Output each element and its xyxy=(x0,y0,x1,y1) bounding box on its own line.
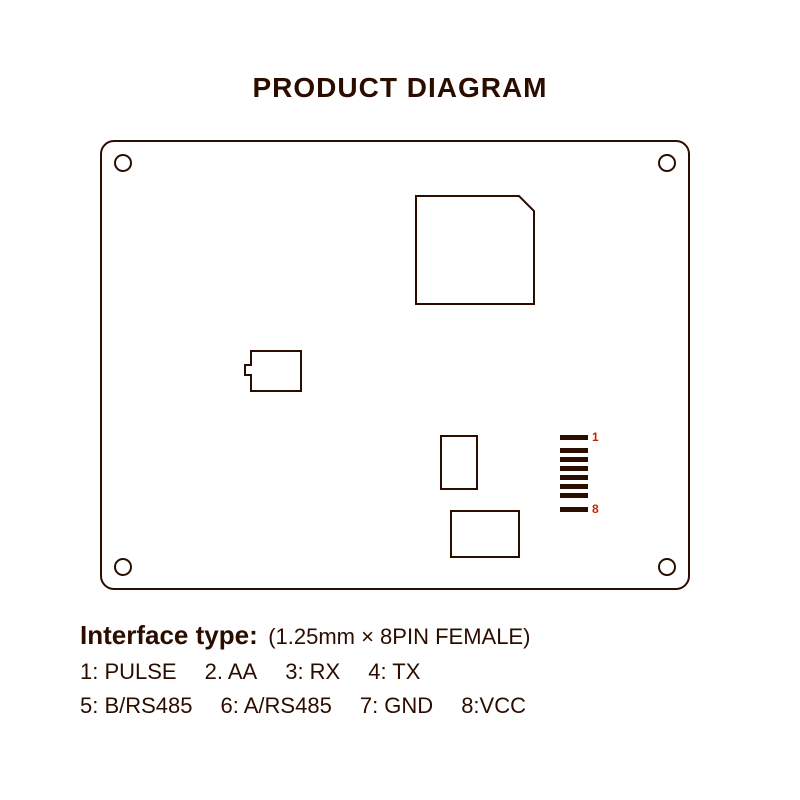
connector-pin-bar xyxy=(560,507,588,512)
interface-pin-item: 1: PULSE xyxy=(80,659,177,685)
mount-hole-top-right xyxy=(658,154,676,172)
connector-pin xyxy=(560,493,599,498)
interface-heading-detail: (1.25mm × 8PIN FEMALE) xyxy=(268,624,530,649)
connector-pin-bar xyxy=(560,466,588,471)
interface-pin-item: 5: B/RS485 xyxy=(80,693,193,719)
connector-pin xyxy=(560,448,599,453)
connector-pin8-label: 8 xyxy=(592,502,599,516)
interface-heading: Interface type: (1.25mm × 8PIN FEMALE) xyxy=(80,620,554,651)
interface-info: Interface type: (1.25mm × 8PIN FEMALE) 1… xyxy=(80,620,554,719)
mount-hole-bottom-right xyxy=(658,558,676,576)
diagram-title: PRODUCT DIAGRAM xyxy=(0,72,800,104)
connector-pin xyxy=(560,484,599,489)
interface-pin-item: 7: GND xyxy=(360,693,433,719)
component-lower xyxy=(450,510,520,558)
interface-pins-row2: 5: B/RS485 6: A/RS485 7: GND 8:VCC xyxy=(80,693,554,719)
mount-hole-top-left xyxy=(114,154,132,172)
connector-pin-bar xyxy=(560,493,588,498)
connector-pin-bar xyxy=(560,448,588,453)
pcb-outline xyxy=(100,140,690,590)
interface-pin-item: 4: TX xyxy=(368,659,420,685)
interface-heading-bold: Interface type: xyxy=(80,620,258,650)
small-component-notch xyxy=(244,364,252,376)
connector-pin-bar xyxy=(560,484,588,489)
connector-pin xyxy=(560,457,599,462)
main-chip xyxy=(415,195,535,305)
interface-pins-row1: 1: PULSE 2. AA 3: RX 4: TX xyxy=(80,659,554,685)
connector-pin xyxy=(560,475,599,480)
connector-pin1-label: 1 xyxy=(592,430,599,444)
mount-hole-bottom-left xyxy=(114,558,132,576)
connector-pin: 8 xyxy=(560,502,599,516)
interface-pin-item: 6: A/RS485 xyxy=(221,693,332,719)
small-component xyxy=(250,350,302,392)
connector-pin: 1 xyxy=(560,430,599,444)
connector-pin-bar xyxy=(560,475,588,480)
interface-pin-item: 3: RX xyxy=(285,659,340,685)
component-mid xyxy=(440,435,478,490)
connector-pin-bar xyxy=(560,435,588,440)
connector-pin-bar xyxy=(560,457,588,462)
interface-pin-item: 8:VCC xyxy=(461,693,526,719)
connector-pin xyxy=(560,466,599,471)
interface-pin-item: 2. AA xyxy=(205,659,258,685)
pin-connector: 18 xyxy=(560,430,599,516)
